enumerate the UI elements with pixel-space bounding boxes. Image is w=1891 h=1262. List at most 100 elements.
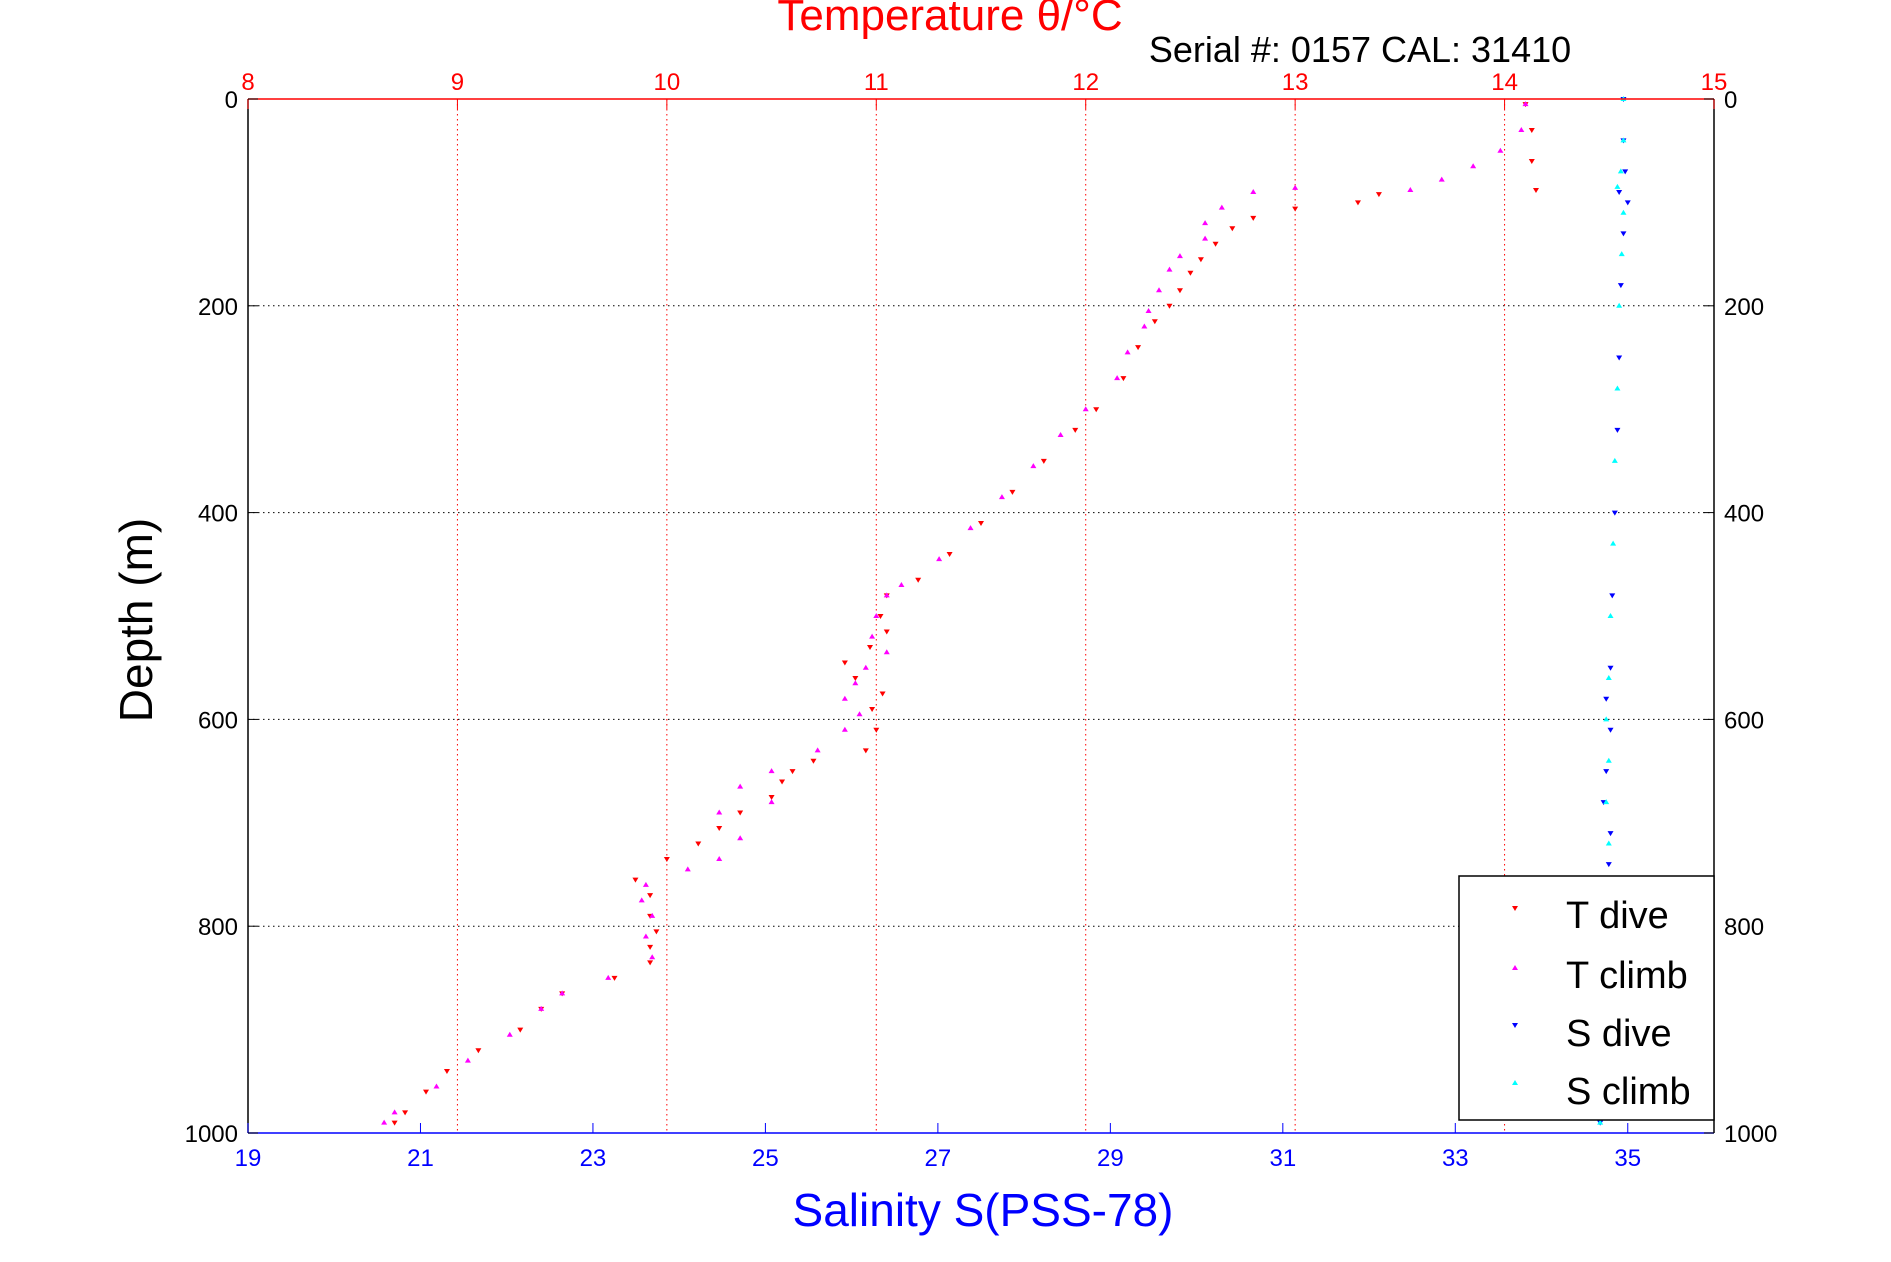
data-point-s-dive	[1611, 510, 1618, 516]
salinity-tick-label: 33	[1442, 1145, 1469, 1172]
data-point-t-dive	[1166, 303, 1173, 309]
data-point-t-climb	[684, 866, 691, 872]
data-point-t-climb	[1202, 220, 1209, 226]
data-point-s-climb	[1616, 302, 1623, 308]
data-point-t-climb	[649, 912, 656, 918]
data-point-t-dive	[768, 794, 775, 800]
data-point-t-dive	[1197, 257, 1204, 263]
data-point-t-climb	[642, 881, 649, 887]
data-point-t-dive	[1354, 200, 1361, 206]
data-point-t-dive	[517, 1027, 524, 1033]
data-point-s-dive	[1607, 831, 1614, 837]
data-point-t-dive	[810, 758, 817, 764]
data-point-t-dive	[423, 1089, 430, 1095]
legend-marker-t-climb	[1512, 965, 1518, 970]
axes: 8 9 10 11 12 13 14 15 19 21 23 25 27 29 31 33 35 0 0 200 200…	[185, 69, 1778, 1172]
data-point-s-dive	[1607, 665, 1614, 671]
salinity-tick-label: 31	[1269, 1145, 1296, 1172]
temperature-tick-label: 13	[1282, 69, 1309, 96]
depth-tick-label-left: 1000	[185, 1121, 238, 1148]
depth-tick-label-right: 600	[1724, 707, 1764, 734]
salinity-tick-label: 23	[580, 1145, 607, 1172]
data-point-t-dive	[1375, 192, 1382, 198]
data-point-t-dive	[862, 748, 869, 754]
temperature-tick-label: 14	[1491, 69, 1518, 96]
data-point-t-climb	[1082, 406, 1089, 412]
data-point-t-dive	[867, 645, 874, 651]
data-point-t-climb	[814, 747, 821, 753]
data-point-t-dive	[1187, 270, 1194, 276]
data-point-t-climb	[716, 855, 723, 861]
data-point-t-climb	[1438, 176, 1445, 182]
data-point-t-climb	[1057, 432, 1064, 438]
data-point-s-climb	[1597, 1119, 1604, 1125]
temperature-tick-label: 15	[1701, 69, 1728, 96]
data-point-s-climb	[1620, 137, 1627, 143]
data-point-s-climb	[1620, 209, 1627, 215]
data-point-s-dive	[1603, 769, 1610, 775]
data-point-s-dive	[1605, 862, 1612, 868]
data-point-t-climb	[1156, 287, 1163, 293]
data-point-t-dive	[869, 707, 876, 713]
data-point-t-climb	[716, 809, 723, 815]
data-point-t-climb	[898, 581, 905, 587]
data-point-t-climb	[768, 799, 775, 805]
data-point-t-climb	[1166, 266, 1173, 272]
data-point-t-climb	[1250, 189, 1257, 195]
data-point-t-climb	[883, 592, 890, 598]
data-point-t-dive	[647, 944, 654, 950]
data-point-t-climb	[649, 954, 656, 960]
depth-tick-label-right: 0	[1724, 87, 1737, 114]
data-point-t-climb	[737, 783, 744, 789]
legend-item-t-dive: T dive	[1512, 895, 1669, 937]
depth-tick-label-right: 800	[1724, 914, 1764, 941]
depth-tick-label-left: 600	[198, 707, 238, 734]
data-point-t-climb	[464, 1057, 471, 1063]
legend-item-s-dive: S dive	[1512, 1013, 1672, 1055]
data-point-t-climb	[1522, 101, 1529, 107]
data-point-t-dive	[737, 810, 744, 816]
data-point-t-climb	[869, 633, 876, 639]
data-point-t-climb	[605, 974, 612, 980]
data-point-t-dive	[1250, 215, 1257, 221]
data-point-t-climb	[1124, 349, 1131, 355]
data-point-s-dive	[1603, 696, 1610, 702]
data-point-t-dive	[1009, 489, 1016, 495]
data-point-s-climb	[1614, 385, 1621, 391]
data-point-t-climb	[1176, 253, 1183, 259]
data-point-s-climb	[1605, 840, 1612, 846]
data-point-t-dive	[632, 877, 639, 883]
data-point-s-dive	[1609, 593, 1616, 599]
data-point-t-climb	[967, 525, 974, 531]
data-point-t-climb	[1030, 463, 1037, 469]
data-point-t-dive	[852, 676, 859, 682]
data-point-t-dive	[1528, 159, 1535, 165]
data-point-t-dive	[475, 1048, 482, 1054]
data-point-t-climb	[873, 613, 880, 618]
data-point-t-dive	[873, 727, 880, 733]
depth-tick-label-left: 800	[198, 914, 238, 941]
temperature-tick-label: 12	[1072, 69, 1099, 96]
data-point-s-climb	[1605, 757, 1612, 763]
data-point-t-climb	[1141, 323, 1148, 329]
data-point-t-dive	[779, 779, 786, 785]
data-point-t-climb	[1218, 204, 1225, 210]
data-point-t-dive	[1176, 288, 1183, 294]
data-point-t-climb	[433, 1083, 440, 1089]
data-point-s-climb	[1611, 457, 1618, 463]
depth-tick-label-right: 200	[1724, 294, 1764, 321]
y-axis-label: Depth (m)	[110, 518, 162, 722]
data-point-s-dive	[1622, 169, 1629, 175]
salinity-tick-label: 25	[752, 1145, 779, 1172]
salinity-tick-label: 21	[407, 1145, 434, 1172]
salinity-tick-label: 29	[1097, 1145, 1124, 1172]
data-point-t-climb	[538, 1005, 545, 1011]
data-point-t-climb	[768, 768, 775, 774]
data-point-s-climb	[1603, 716, 1610, 722]
temperature-tick-label: 8	[241, 69, 254, 96]
data-point-t-climb	[642, 933, 649, 939]
data-point-t-dive	[611, 975, 618, 981]
data-point-s-dive	[1616, 190, 1623, 196]
data-point-t-climb	[841, 695, 848, 701]
data-point-t-dive	[1212, 241, 1219, 247]
